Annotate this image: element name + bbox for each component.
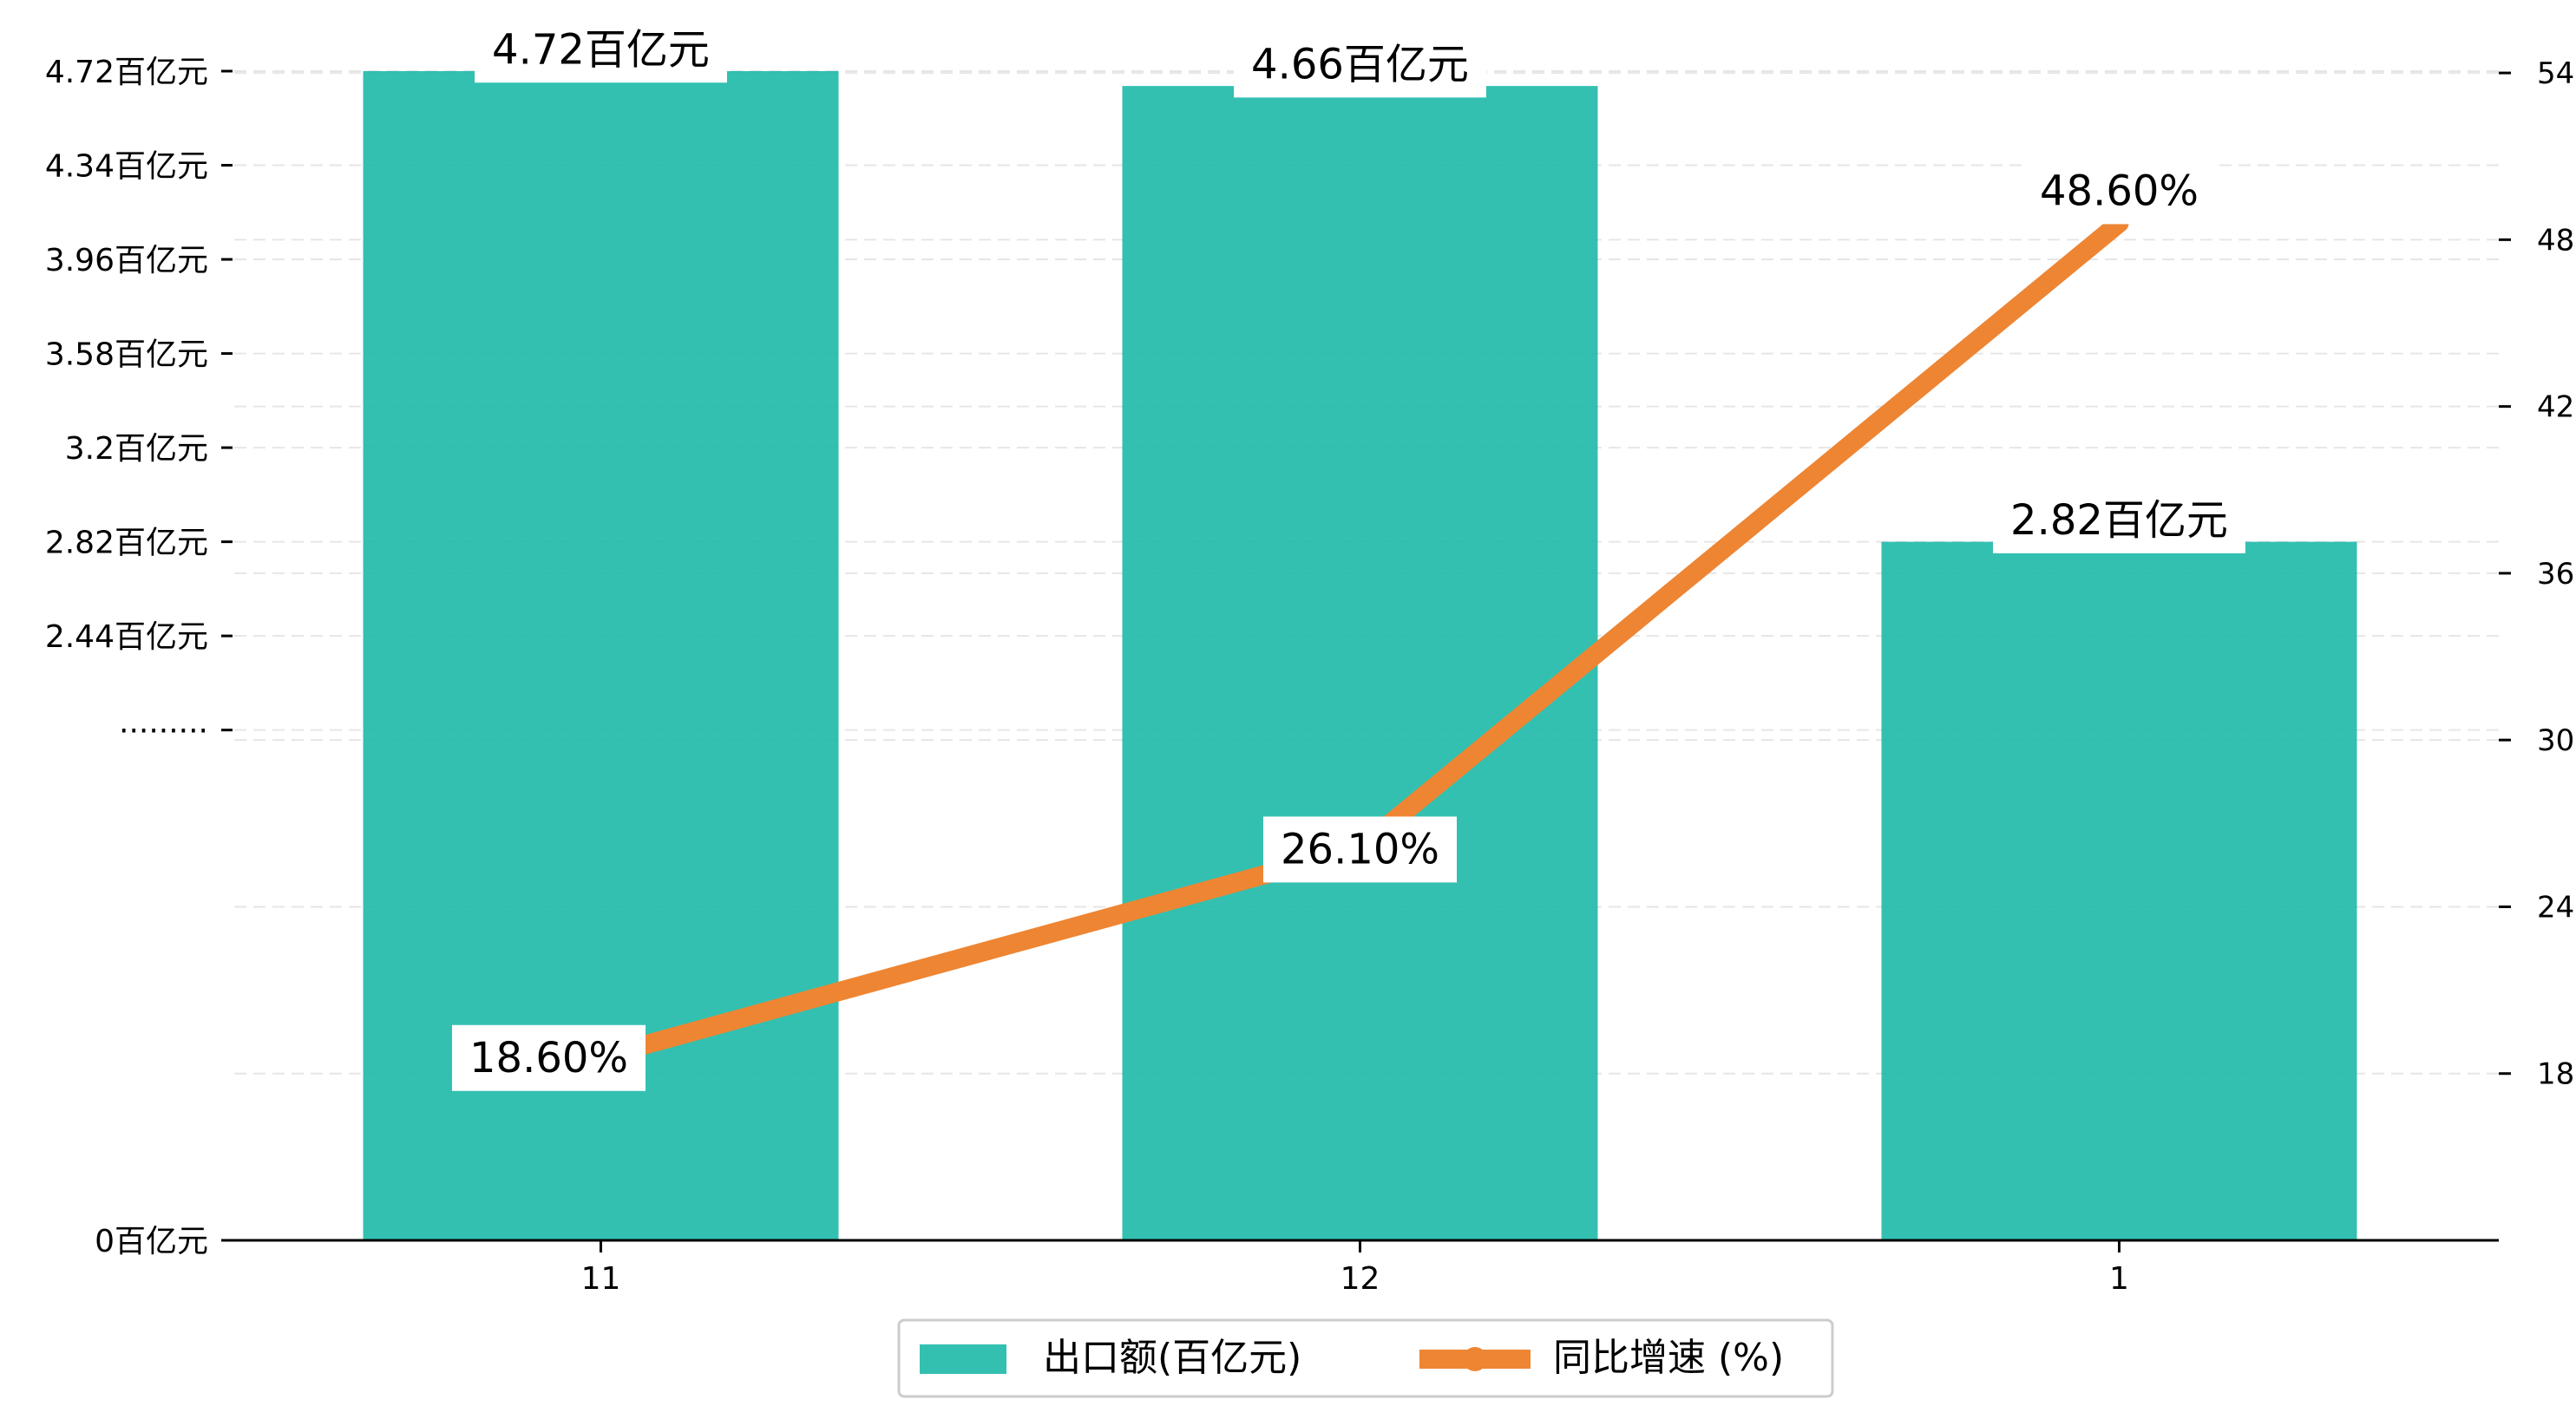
bar-value-label: 4.66百亿元	[1234, 31, 1486, 98]
y-left-tick-label: 3.2百亿元	[65, 431, 208, 467]
line-value-label-text: 18.60%	[469, 1034, 628, 1082]
bar-value-label-text: 2.82百亿元	[2010, 496, 2228, 545]
legend-box	[897, 1318, 1834, 1398]
y-right-tick-label: 36	[2537, 557, 2574, 592]
y-left-tick-label: 3.58百亿元	[45, 337, 208, 373]
x-tick-label: 12	[1340, 1261, 1380, 1297]
y-left-tick-label: 2.82百亿元	[45, 526, 208, 561]
bar-value-label: 2.82百亿元	[1993, 487, 2245, 553]
line-value-label-bg	[451, 1024, 646, 1091]
bar-value-label: 4.72百亿元	[475, 16, 727, 83]
y-right-tick-label: 42	[2537, 390, 2574, 425]
line-value-label-bg	[1262, 816, 1458, 883]
data-labels: 4.72百亿元 4.66百亿元 2.82百亿元 18.60% 26.10% 48.60%	[451, 16, 2245, 1091]
line-value-label-text: 26.10%	[1281, 825, 1439, 873]
line-value-label-bg	[2022, 158, 2217, 225]
bar-value-label-bg	[1234, 31, 1486, 98]
axes: 0百亿元 ········· 2.44百亿元 2.82百亿元 3.2百亿元 3.58百亿元…	[45, 55, 2574, 1297]
legend-label-line: 同比增速 (%)	[1553, 1336, 1784, 1380]
line-value-label-text: 48.60%	[2040, 167, 2199, 215]
line-value-label: 26.10%	[1262, 816, 1458, 883]
y-right-tick-label: 24	[2537, 890, 2574, 925]
bar-value-label-bg	[1993, 487, 2245, 553]
y-left-tick-label: 2.44百亿元	[45, 619, 208, 655]
x-tick-label: 11	[581, 1261, 621, 1297]
legend-swatch-marker	[1463, 1347, 1487, 1371]
legend-swatch-bar	[920, 1344, 1006, 1374]
bar-value-label-bg	[475, 16, 727, 83]
bar	[1122, 86, 1598, 1240]
y-left-tick-label: 4.72百亿元	[45, 55, 208, 90]
y-left-tick-label: 0百亿元	[95, 1224, 208, 1259]
line-value-label: 18.60%	[451, 1024, 646, 1091]
y-left-tick-label: 4.34百亿元	[45, 149, 208, 185]
bar-value-label-text: 4.66百亿元	[1251, 40, 1469, 88]
bar-value-label-text: 4.72百亿元	[492, 25, 710, 74]
y-right-tick-label: 48	[2537, 223, 2574, 258]
line-value-label: 48.60%	[2022, 158, 2217, 225]
x-tick-label: 1	[2109, 1261, 2129, 1297]
y-right-tick-label: 18	[2537, 1057, 2574, 1092]
y-right-tick-label: 54	[2537, 56, 2574, 91]
legend-label-bar: 出口额(百亿元)	[1043, 1336, 1301, 1380]
y-left-tick-label: ·········	[119, 714, 208, 749]
legend: 出口额(百亿元) 同比增速 (%)	[897, 1318, 1834, 1398]
y-right-tick-label: 30	[2537, 723, 2574, 758]
bar	[1881, 541, 2357, 1240]
bar-series	[363, 71, 2357, 1240]
y-left-tick-label: 3.96百亿元	[45, 243, 208, 278]
